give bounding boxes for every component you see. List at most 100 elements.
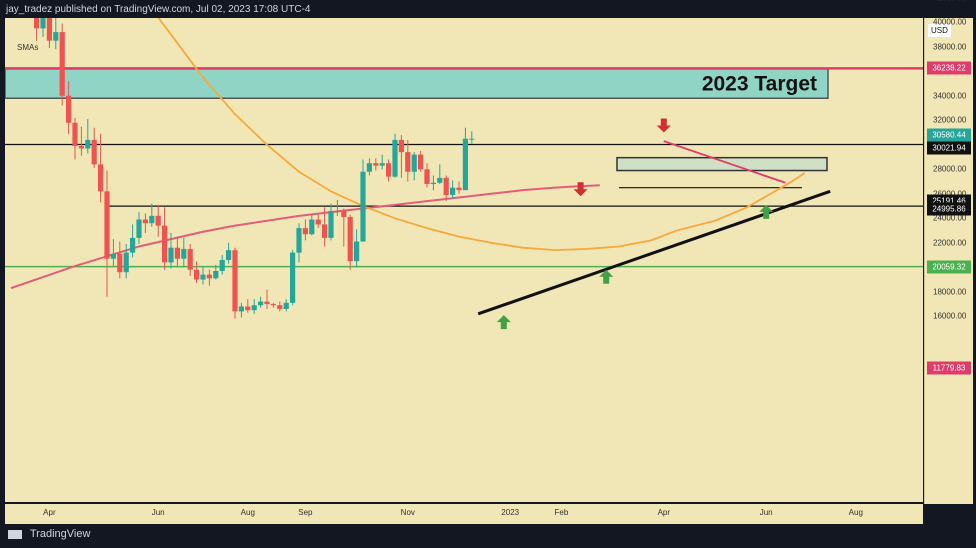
bullish-arrow-icon	[496, 315, 511, 330]
currency-label: USD	[928, 24, 951, 37]
price-label: 20059.32	[927, 260, 971, 274]
price-tick: 40000.00	[933, 17, 967, 27]
candle-body	[110, 253, 116, 259]
candle-body	[85, 139, 91, 149]
candle-body	[46, 18, 52, 41]
candle-body	[341, 210, 347, 218]
candle-body	[149, 215, 155, 224]
candle-body	[424, 169, 430, 184]
publisher-header: jay_tradez published on TradingView.com,…	[6, 4, 311, 15]
candle-body	[245, 306, 251, 311]
consolidation-box	[616, 156, 828, 172]
candle-body	[469, 138, 475, 140]
time-axis[interactable]: Apr Jun Aug Sep Nov 2023 Feb Apr Jun Aug	[5, 504, 923, 524]
bullish-arrow-icon	[759, 204, 774, 219]
candle-body	[168, 247, 174, 263]
time-tick: Feb	[554, 508, 569, 517]
brand-name: TradingView	[29, 528, 91, 540]
candle-body	[450, 187, 456, 196]
candle-body	[354, 241, 360, 262]
candle-body	[226, 250, 232, 260]
candle-body	[162, 225, 168, 263]
price-tick: 38000.00	[933, 42, 967, 52]
candle-body	[174, 247, 180, 259]
candle-body	[98, 164, 104, 192]
time-tick: Apr	[657, 508, 671, 517]
candle-body	[373, 163, 379, 166]
candle-body	[78, 146, 84, 149]
bullish-arrow-icon	[599, 269, 614, 284]
bearish-arrow-icon	[656, 118, 671, 133]
time-tick: Sep	[298, 508, 313, 517]
price-tick: 18000.00	[933, 287, 967, 297]
candle-body	[155, 215, 161, 226]
plot-area[interactable]: 2023 Target SMAs	[5, 18, 923, 502]
candle-body	[187, 248, 193, 270]
time-tick: Jun	[151, 508, 165, 517]
sma-short-line	[157, 18, 806, 252]
candle-body	[315, 219, 321, 225]
time-tick: Jun	[759, 508, 773, 517]
falling-trendline	[663, 140, 786, 184]
bearish-arrow-icon	[573, 182, 588, 197]
candle-body	[251, 305, 257, 311]
price-label: 30580.44	[927, 128, 971, 142]
candle-body	[34, 18, 40, 29]
price-label: 24995.86	[927, 202, 971, 216]
candle-body	[219, 259, 225, 271]
price-tick: 28000.00	[933, 164, 967, 174]
price-axis[interactable]: USD 16000.0018000.0020000.0022000.002400…	[924, 0, 973, 504]
candle-body	[456, 187, 462, 191]
target-zone-label: 2023 Target	[702, 73, 817, 96]
candle-body	[117, 253, 123, 273]
candle-body	[194, 269, 200, 280]
price-label: 11779.83	[927, 361, 971, 375]
candle-body	[200, 274, 206, 280]
time-tick: Apr	[43, 508, 56, 517]
candle-body	[430, 182, 436, 184]
time-tick: Aug	[240, 508, 255, 517]
candle-body	[296, 228, 302, 253]
candle-body	[142, 219, 148, 224]
price-tick: 34000.00	[933, 91, 967, 101]
candle-body	[398, 139, 404, 153]
candle-body	[104, 191, 110, 259]
price-chart[interactable]: 2023 Target	[5, 18, 923, 502]
candle-body	[270, 304, 276, 306]
time-tick: Aug	[848, 508, 863, 517]
candle-body	[66, 95, 72, 123]
candle-body	[277, 305, 283, 309]
candle-body	[334, 210, 340, 212]
candle-body	[360, 171, 366, 242]
candle-body	[72, 122, 78, 147]
candle-body	[123, 252, 129, 273]
price-tick: 26000.00	[933, 189, 966, 198]
candle-body	[309, 219, 315, 235]
candle-body	[181, 248, 187, 259]
candle-body	[462, 138, 468, 191]
footer-brand: TradingView	[8, 528, 90, 540]
target-zone	[5, 68, 829, 99]
candle-body	[136, 219, 142, 238]
candle-body	[238, 306, 244, 312]
candle-body	[379, 163, 385, 166]
price-tick: 32000.00	[933, 115, 967, 125]
rising-trendline	[477, 189, 831, 316]
price-tick: 42000.00	[933, 0, 966, 2]
candle-body	[386, 163, 392, 177]
candle-body	[232, 250, 238, 312]
candle-body	[418, 154, 424, 170]
candle-body	[347, 217, 353, 262]
candle-body	[53, 32, 59, 41]
candle-body	[130, 237, 136, 253]
candle-body	[322, 224, 328, 238]
time-tick: Nov	[400, 508, 415, 517]
indicator-label: SMAs	[17, 43, 39, 52]
candle-body	[264, 301, 270, 305]
candle-body	[437, 177, 443, 183]
price-tick: 16000.00	[933, 311, 967, 321]
candle-body	[443, 177, 449, 196]
tradingview-logo-icon	[8, 529, 22, 539]
price-label: 30021.94	[927, 141, 971, 155]
